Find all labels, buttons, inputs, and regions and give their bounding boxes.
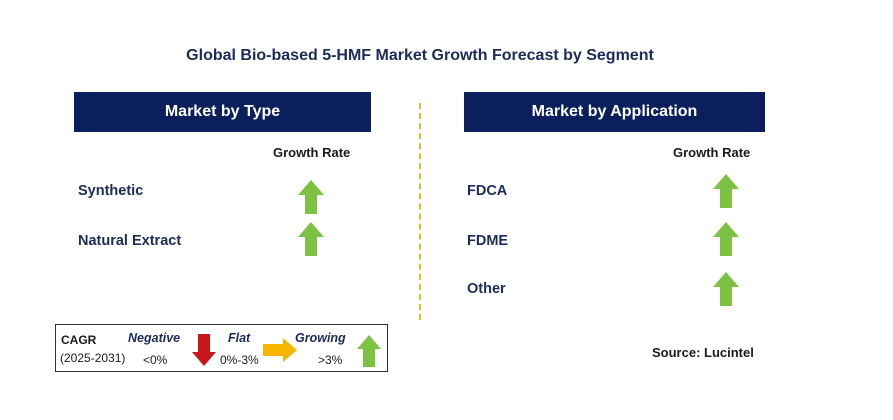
right-growth-rate-label: Growth Rate	[673, 145, 751, 160]
legend-flat-range: 0%-3%	[220, 353, 259, 367]
legend-flat-label: Flat	[228, 331, 251, 345]
legend-growing-range: >3%	[318, 353, 343, 367]
market-by-type-header-label: Market by Type	[164, 103, 281, 120]
flat-arrow-icon	[263, 338, 297, 362]
market-by-application-header: Market by Application	[464, 92, 765, 132]
market-by-application-header-label: Market by Application	[531, 103, 698, 120]
legend-period: (2025-2031)	[60, 351, 126, 365]
growing-arrow-icon	[298, 222, 324, 256]
market-by-type-header: Market by Type	[74, 92, 371, 132]
source-label: Source: Lucintel	[652, 345, 754, 360]
growing-arrow-icon	[713, 222, 739, 256]
row-label-fdca: FDCA	[467, 183, 508, 199]
row-label-other: Other	[467, 281, 506, 297]
row-label-natural-extract: Natural Extract	[78, 233, 182, 249]
legend-negative-range: <0%	[143, 353, 168, 367]
growing-arrow-icon	[298, 180, 324, 214]
legend-growing-label: Growing	[295, 331, 346, 345]
negative-arrow-icon	[192, 334, 216, 366]
growing-arrow-icon	[357, 335, 381, 367]
cagr-legend	[55, 324, 388, 372]
row-label-synthetic: Synthetic	[78, 183, 144, 199]
legend-negative-label: Negative	[128, 331, 181, 345]
chart-title: Global Bio-based 5-HMF Market Growth For…	[186, 47, 654, 64]
growing-arrow-icon	[713, 174, 739, 208]
row-label-fdme: FDME	[467, 233, 509, 249]
panel-divider	[419, 103, 421, 320]
growing-arrow-icon	[713, 272, 739, 306]
legend-cagr-label: CAGR	[61, 333, 97, 347]
left-growth-rate-label: Growth Rate	[273, 145, 351, 160]
